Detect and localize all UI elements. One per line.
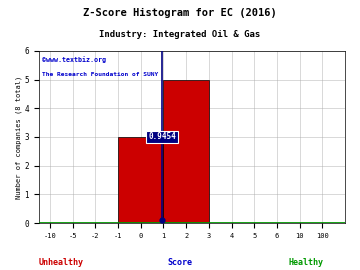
Text: The Research Foundation of SUNY: The Research Foundation of SUNY [42, 72, 158, 77]
Text: Score: Score [167, 258, 193, 267]
Bar [163, 80, 209, 223]
Text: Unhealthy: Unhealthy [39, 258, 84, 267]
Text: 0.9454: 0.9454 [148, 133, 176, 141]
Text: Healthy: Healthy [288, 258, 324, 267]
Text: Z-Score Histogram for EC (2016): Z-Score Histogram for EC (2016) [83, 8, 277, 18]
Text: Industry: Integrated Oil & Gas: Industry: Integrated Oil & Gas [99, 30, 261, 39]
Bar [118, 137, 163, 223]
Text: ©www.textbiz.org: ©www.textbiz.org [42, 56, 106, 63]
Y-axis label: Number of companies (8 total): Number of companies (8 total) [15, 75, 22, 199]
